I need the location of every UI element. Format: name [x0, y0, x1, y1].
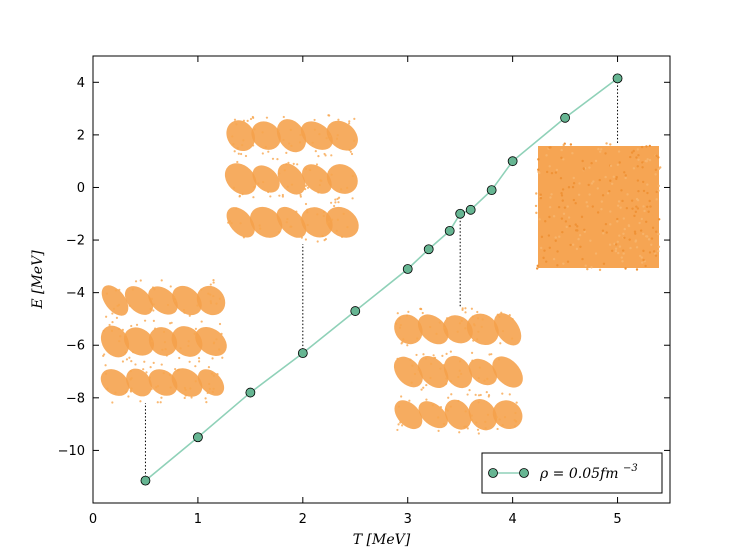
- y-tick-label: −2: [66, 234, 85, 249]
- data-point: [193, 432, 203, 443]
- legend: ρ = 0.05fm −3: [481, 452, 663, 494]
- plot-frame: [92, 55, 671, 504]
- legend-label: ρ = 0.05fm −3: [539, 463, 638, 482]
- legend-marker: [519, 468, 529, 478]
- data-point: [507, 156, 518, 167]
- legend-marker: [488, 468, 498, 478]
- x-tick-label: 2: [299, 512, 307, 527]
- x-tick-label: 1: [194, 512, 202, 527]
- data-point: [444, 225, 455, 236]
- y-tick-label: −4: [66, 286, 85, 301]
- x-axis-label: T [MeV]: [353, 532, 411, 548]
- y-tick-label: −10: [58, 444, 85, 459]
- data-point: [297, 348, 308, 359]
- legend-box: [481, 452, 663, 494]
- data-point: [140, 475, 151, 486]
- legend-label-superscript: −3: [623, 463, 638, 474]
- x-tick-label: 3: [404, 512, 412, 527]
- x-tick-label: 4: [508, 512, 516, 527]
- insets-layer: [100, 114, 662, 435]
- y-axis-label: E [MeV]: [30, 250, 46, 310]
- data-point: [350, 306, 361, 316]
- data-point: [465, 204, 476, 215]
- inset-t35: [393, 307, 523, 435]
- data-point: [245, 387, 256, 398]
- inset-t20: [224, 114, 359, 243]
- series-layer: [140, 73, 623, 486]
- connectors-layer: [144, 78, 619, 481]
- data-point: [402, 264, 413, 274]
- data-point: [455, 208, 466, 219]
- inset-t05: [100, 279, 227, 404]
- x-tick-label: 0: [89, 512, 97, 527]
- data-point: [486, 185, 497, 196]
- y-tick-label: 0: [77, 181, 85, 196]
- legend-label-main: ρ = 0.05fm: [539, 466, 619, 482]
- x-tick-label: 5: [613, 512, 621, 527]
- y-tick-label: −8: [66, 391, 85, 406]
- data-point: [560, 112, 570, 123]
- y-tick-label: 2: [77, 128, 85, 143]
- inset-t50: [534, 142, 662, 272]
- y-tick-label: −6: [66, 339, 85, 354]
- data-point: [423, 244, 434, 255]
- axes-layer: 0 1 2 3 4 5 4 2 0 −2 −4 −6 −8 −10: [58, 56, 670, 527]
- data-point: [612, 73, 623, 84]
- y-tick-label: 4: [77, 76, 85, 91]
- series-line: [144, 77, 619, 482]
